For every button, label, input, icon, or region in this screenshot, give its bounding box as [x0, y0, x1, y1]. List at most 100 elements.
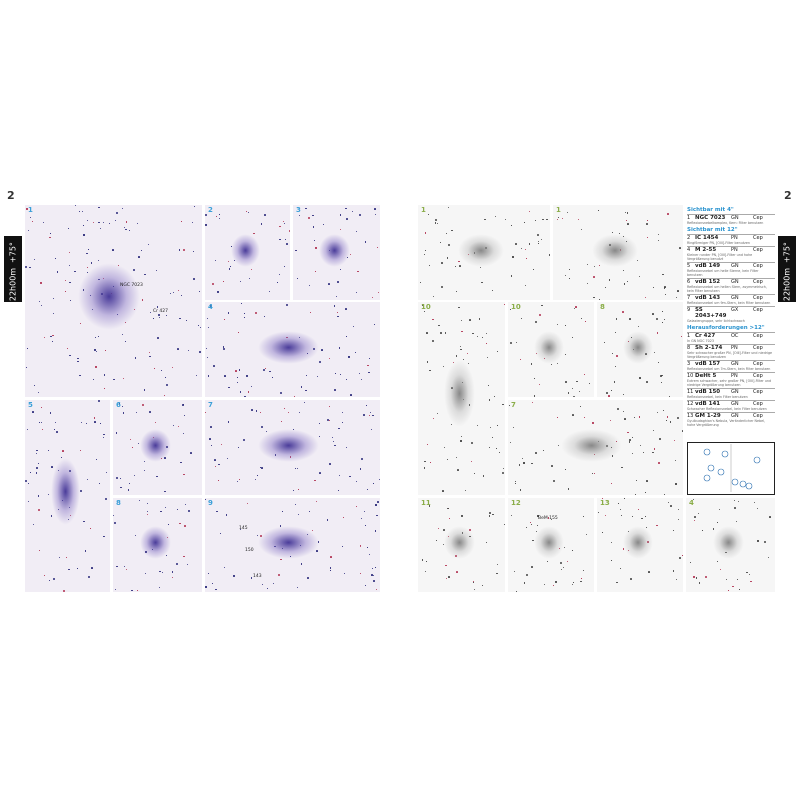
star	[358, 214, 361, 216]
star	[113, 379, 115, 381]
star	[610, 559, 612, 561]
image-panel: 12 BeM 155	[508, 498, 594, 592]
star	[371, 574, 373, 576]
star	[366, 405, 367, 406]
image-panel: 1	[553, 205, 683, 300]
star	[677, 417, 680, 419]
star	[84, 550, 87, 553]
star	[261, 584, 263, 586]
star	[616, 355, 618, 357]
star	[553, 479, 556, 482]
star	[68, 569, 70, 571]
image-panel: 4	[205, 302, 380, 397]
star	[530, 523, 532, 525]
star	[660, 382, 662, 384]
star	[103, 388, 105, 390]
list-entry: 10 DeHt 5 PN Cep Extrem schwacher, sehr groß…	[687, 372, 775, 387]
star	[345, 335, 347, 337]
star	[190, 452, 193, 454]
star	[446, 232, 448, 234]
entry-name: Sh 2-174	[695, 345, 723, 351]
star	[278, 573, 281, 576]
star	[658, 233, 660, 235]
nebula	[230, 233, 261, 267]
star	[339, 214, 342, 216]
star	[668, 501, 670, 503]
section-heading: Sichtbar mit 4"	[687, 207, 734, 213]
star	[210, 425, 213, 428]
star	[209, 438, 212, 440]
star	[441, 285, 444, 288]
star	[134, 535, 136, 537]
star	[106, 471, 108, 473]
star	[521, 317, 523, 319]
star	[473, 589, 476, 591]
star	[104, 498, 107, 501]
star	[631, 436, 633, 438]
star	[340, 228, 342, 230]
panel-number: 7	[511, 401, 516, 409]
panel-number: 1	[421, 206, 426, 214]
panel-number: 6	[116, 401, 121, 409]
star	[360, 378, 363, 381]
finder-chart	[687, 442, 775, 495]
star	[609, 419, 612, 422]
star	[524, 284, 527, 286]
star	[732, 585, 734, 588]
star	[586, 533, 588, 535]
star	[250, 269, 252, 271]
star	[207, 375, 210, 377]
nebula	[712, 526, 744, 560]
star	[421, 558, 424, 561]
star	[272, 377, 273, 379]
nebula	[50, 457, 81, 525]
star	[126, 568, 128, 570]
star	[476, 425, 478, 427]
list-entry: 1 NGC 7023 GN Cep Reflexionsnebelkomplex, Ke…	[687, 214, 775, 225]
entry-number: 8	[687, 345, 691, 351]
star	[366, 489, 368, 490]
star	[149, 356, 151, 358]
star	[496, 563, 499, 566]
star	[653, 286, 654, 288]
star	[663, 318, 665, 320]
star	[207, 573, 209, 575]
star	[489, 446, 490, 448]
star	[443, 544, 445, 546]
list-entry: 5 vdB 149 GN Cep Reflexionsnebel um helle St…	[687, 262, 775, 277]
entry-type: GN	[731, 279, 739, 285]
star	[329, 463, 331, 465]
star	[635, 479, 637, 481]
star	[679, 557, 682, 560]
star	[434, 218, 437, 221]
star	[488, 385, 489, 386]
star	[149, 411, 152, 414]
entry-type: GN	[731, 263, 739, 269]
star	[535, 452, 537, 454]
star	[658, 462, 661, 465]
star	[329, 569, 331, 571]
star	[27, 229, 30, 232]
star	[537, 234, 540, 236]
star	[172, 424, 175, 426]
star	[185, 320, 187, 321]
entry-constellation: Cep	[753, 235, 763, 241]
star	[620, 514, 622, 516]
star	[38, 391, 40, 393]
star	[641, 517, 643, 520]
star	[502, 403, 504, 406]
star	[247, 391, 250, 394]
star	[257, 535, 259, 537]
star	[461, 330, 463, 333]
star	[345, 207, 347, 210]
star	[182, 432, 184, 434]
star	[644, 296, 647, 299]
star	[557, 219, 559, 221]
star	[429, 369, 431, 372]
star	[374, 213, 377, 215]
star	[262, 368, 265, 371]
star	[295, 249, 297, 252]
star	[362, 413, 365, 416]
star	[455, 266, 456, 268]
image-panel: 10	[418, 302, 505, 495]
